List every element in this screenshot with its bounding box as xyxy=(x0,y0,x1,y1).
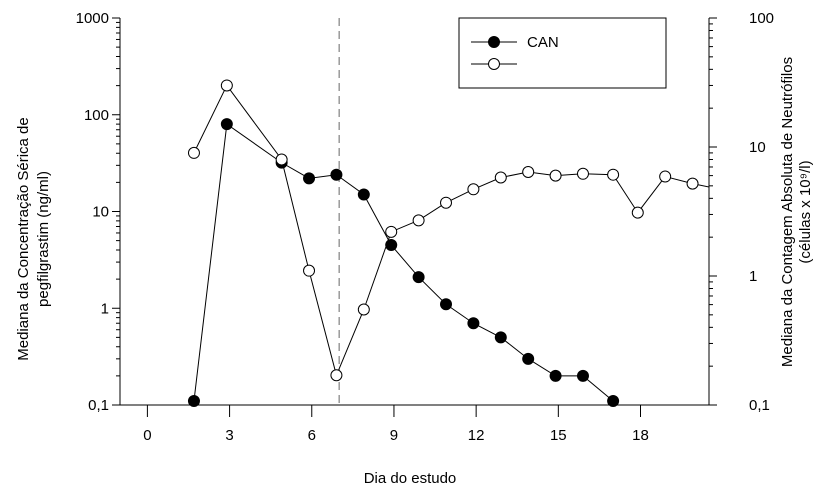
data-point xyxy=(686,177,699,190)
data-point xyxy=(607,394,620,407)
data-point xyxy=(440,298,453,311)
series-line xyxy=(193,123,614,402)
data-point xyxy=(303,264,316,277)
y-axis-left-label-line1: Mediana da Concentração Sérica de xyxy=(15,117,32,361)
y-right-tick-label: 10 xyxy=(749,139,766,156)
x-tick-label: 15 xyxy=(550,427,567,444)
x-tick-label: 6 xyxy=(308,427,316,444)
data-point xyxy=(187,146,200,159)
y-left-tick-label: 100 xyxy=(84,107,109,124)
data-point xyxy=(576,369,589,382)
y-right-tick-label: 0,1 xyxy=(749,397,770,414)
y-right-tick-label: 100 xyxy=(749,10,774,27)
x-tick-label: 12 xyxy=(468,427,485,444)
data-point xyxy=(330,168,343,181)
data-point xyxy=(385,225,398,238)
labels-layer: Dia do estudo Mediana da Concentração Sé… xyxy=(15,57,814,487)
legend-box xyxy=(458,17,667,89)
data-point xyxy=(357,188,370,201)
x-axis-label: Dia do estudo xyxy=(364,470,457,487)
data-point xyxy=(607,168,620,181)
data-point xyxy=(494,331,507,344)
y-left-tick-label: 1 xyxy=(101,300,109,317)
y-axis-right-label-line1: Mediana da Contagem Absoluta de Neutrófi… xyxy=(779,57,796,367)
data-point xyxy=(467,183,480,196)
series-2 xyxy=(187,79,725,382)
y-axis-right-label-line2: (células x 10⁹/l) xyxy=(797,160,814,263)
y-axis-left-label-line2: pegfilgrastim (ng/ml) xyxy=(35,171,52,307)
legend-marker xyxy=(488,58,500,70)
data-point xyxy=(440,196,453,209)
data-point xyxy=(220,118,233,131)
data-point xyxy=(522,352,535,365)
data-point xyxy=(412,271,425,284)
series-1 xyxy=(187,118,620,407)
data-point xyxy=(412,214,425,227)
series-layer xyxy=(187,79,725,407)
data-point xyxy=(494,171,507,184)
legend-label: CAN xyxy=(527,34,559,51)
y-left-tick-label: 0,1 xyxy=(88,397,109,414)
x-tick-label: 0 xyxy=(143,427,151,444)
data-point xyxy=(385,239,398,252)
data-point xyxy=(549,369,562,382)
y-right-tick-label: 1 xyxy=(749,268,757,285)
data-point xyxy=(467,317,480,330)
data-point xyxy=(522,166,535,179)
data-point xyxy=(187,394,200,407)
x-tick-label: 3 xyxy=(225,427,233,444)
data-point xyxy=(576,167,589,180)
data-point xyxy=(631,206,644,219)
data-point xyxy=(549,169,562,182)
data-point xyxy=(275,153,288,166)
x-tick-label: 18 xyxy=(632,427,649,444)
data-point xyxy=(220,79,233,92)
data-point xyxy=(714,184,725,195)
data-point xyxy=(330,369,343,382)
legend-layer: CAN xyxy=(458,17,667,89)
data-point xyxy=(659,170,672,183)
y-left-tick-label: 10 xyxy=(92,204,109,221)
series-line xyxy=(193,84,709,377)
x-tick-label: 9 xyxy=(390,427,398,444)
axes-layer: 0 3 6 9 12 15 18 0,1 1 10 100 1000 0,1 1 10 100 xyxy=(76,10,774,444)
data-point xyxy=(357,303,370,316)
data-point xyxy=(303,172,316,185)
legend-marker xyxy=(488,36,500,48)
y-left-tick-label: 1000 xyxy=(76,10,109,27)
